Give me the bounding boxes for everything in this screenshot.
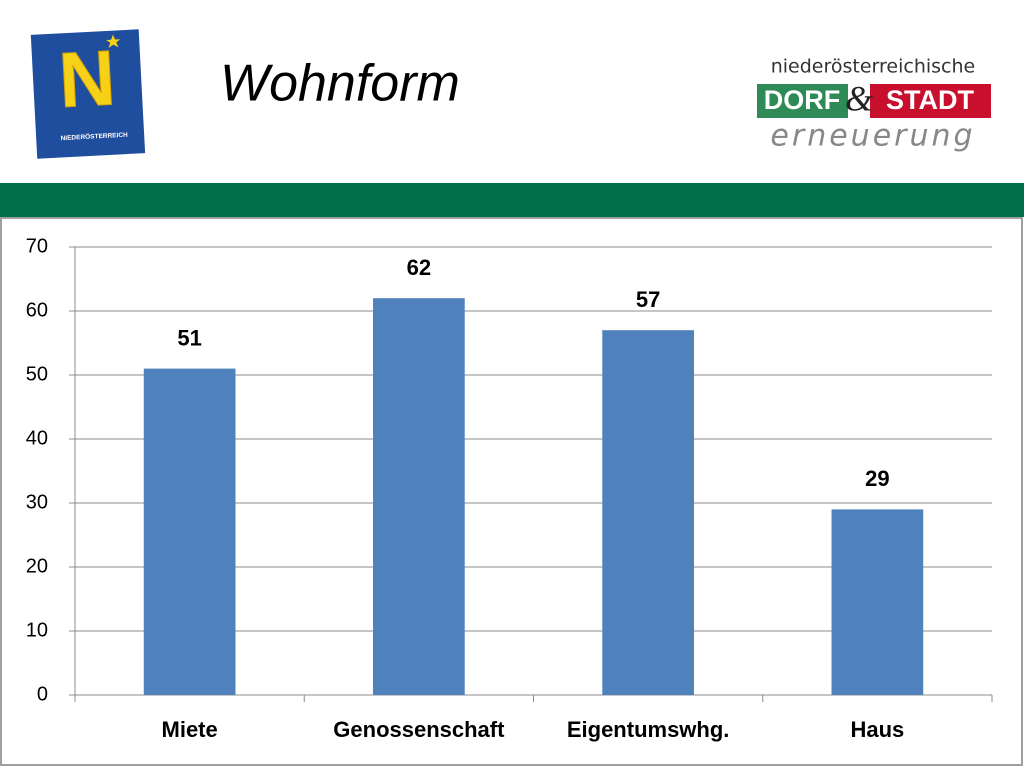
x-tick-label: Haus (850, 717, 904, 742)
x-tick-label: Miete (162, 717, 218, 742)
bar (831, 509, 924, 695)
logo-stadt-bg (870, 84, 991, 118)
value-label: 29 (865, 466, 889, 491)
bar (373, 298, 465, 695)
y-tick-label: 10 (26, 619, 48, 641)
y-tick-label: 0 (37, 683, 48, 705)
logo-star (106, 34, 121, 48)
x-tick-label: Eigentumswhg. (567, 717, 730, 742)
slide-title: Wohnform (220, 55, 460, 113)
logo-stadt: STADT (886, 85, 974, 115)
header-band (0, 183, 1024, 217)
logo-left-bg (30, 29, 146, 159)
logo-letter: N (57, 33, 118, 124)
chart-frame (0, 217, 1023, 766)
value-label: 51 (177, 325, 201, 350)
logo-bottom-text: erneuerung (770, 119, 975, 154)
y-tick-label: 50 (26, 363, 48, 385)
bar (143, 368, 236, 695)
x-tick-label: Genossenschaft (333, 717, 505, 742)
bar (602, 330, 694, 695)
y-tick-label: 30 (26, 491, 48, 513)
logo-dorf: DORF (764, 85, 841, 115)
value-label: 62 (407, 255, 431, 280)
logo-dorf-bg (757, 84, 848, 118)
y-tick-label: 70 (26, 235, 48, 257)
logo-left: N NIEDERÖSTERREICH (30, 29, 146, 159)
y-tick-label: 60 (26, 299, 48, 321)
y-tick-label: 40 (26, 427, 48, 449)
y-tick-label: 20 (26, 555, 48, 577)
logo-ampersand: & (845, 78, 873, 118)
value-label: 57 (636, 287, 660, 312)
logo-top-text: niederösterreichische (771, 56, 976, 78)
